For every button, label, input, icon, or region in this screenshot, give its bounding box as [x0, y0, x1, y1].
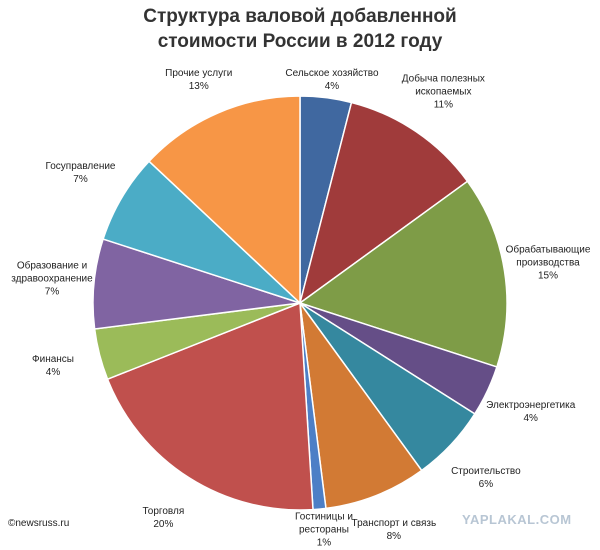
credit: ©newsruss.ru	[8, 518, 70, 529]
slice-label: Госуправление 7%	[29, 160, 133, 186]
value-label: 15%	[537, 270, 558, 282]
slice-label: Финансы 4%	[1, 353, 105, 379]
category-name: Торговля	[142, 506, 185, 518]
watermark: YAPLAKAL.COM	[462, 512, 572, 527]
slice-label: Транспорт и связь 8%	[342, 517, 446, 543]
slice-label: Сельское хозяйство 4%	[280, 67, 384, 93]
slice-label: Торговля 20%	[111, 505, 215, 531]
slice-label: Электроэнергетика 4%	[479, 399, 583, 425]
category-name: Транспорт и связь	[351, 518, 437, 529]
value-label: 4%	[523, 412, 538, 424]
slice-label: Гостиницы и рестораны 1%	[272, 511, 376, 550]
value-label: 11%	[433, 99, 453, 111]
category-name: Обрабатывающие производства	[505, 244, 591, 269]
category-name: Прочие услуги	[165, 68, 233, 79]
pie-slice	[148, 95, 301, 305]
chart-title: Структура валовой добавленной стоимости …	[143, 6, 457, 52]
category-name: Финансы	[32, 354, 74, 366]
value-label: 6%	[478, 478, 494, 490]
value-label: 1%	[316, 537, 332, 549]
slice-label: Образование и здравоохранение 7%	[0, 260, 104, 299]
value-label: 4%	[45, 367, 61, 379]
category-name: Сельское хозяйство	[285, 68, 379, 79]
value-label: 4%	[324, 81, 340, 92]
category-name: Электроэнергетика	[486, 399, 576, 411]
category-name: Добыча полезных ископаемых	[401, 73, 485, 98]
value-label: 7%	[73, 174, 88, 186]
slice-label: Прочие услуги 13%	[147, 67, 251, 93]
value-label: 7%	[44, 286, 60, 298]
slice-label: Строительство 6%	[434, 465, 538, 491]
value-label: 8%	[386, 531, 402, 542]
pie-slice	[106, 301, 314, 511]
category-name: Строительство	[451, 465, 521, 477]
slice-label: Добыча полезных ископаемых 11%	[391, 73, 495, 112]
category-name: Гостиницы и рестораны	[295, 511, 353, 536]
pie-slice	[299, 302, 423, 510]
category-name: Образование и здравоохранение	[11, 260, 93, 285]
slice-label: Обрабатывающие производства 15%	[496, 244, 600, 283]
value-label: 13%	[188, 81, 209, 92]
category-name: Госуправление	[45, 161, 116, 173]
value-label: 20%	[153, 519, 174, 531]
pie-slice	[298, 101, 469, 305]
pie-slice	[298, 180, 508, 368]
